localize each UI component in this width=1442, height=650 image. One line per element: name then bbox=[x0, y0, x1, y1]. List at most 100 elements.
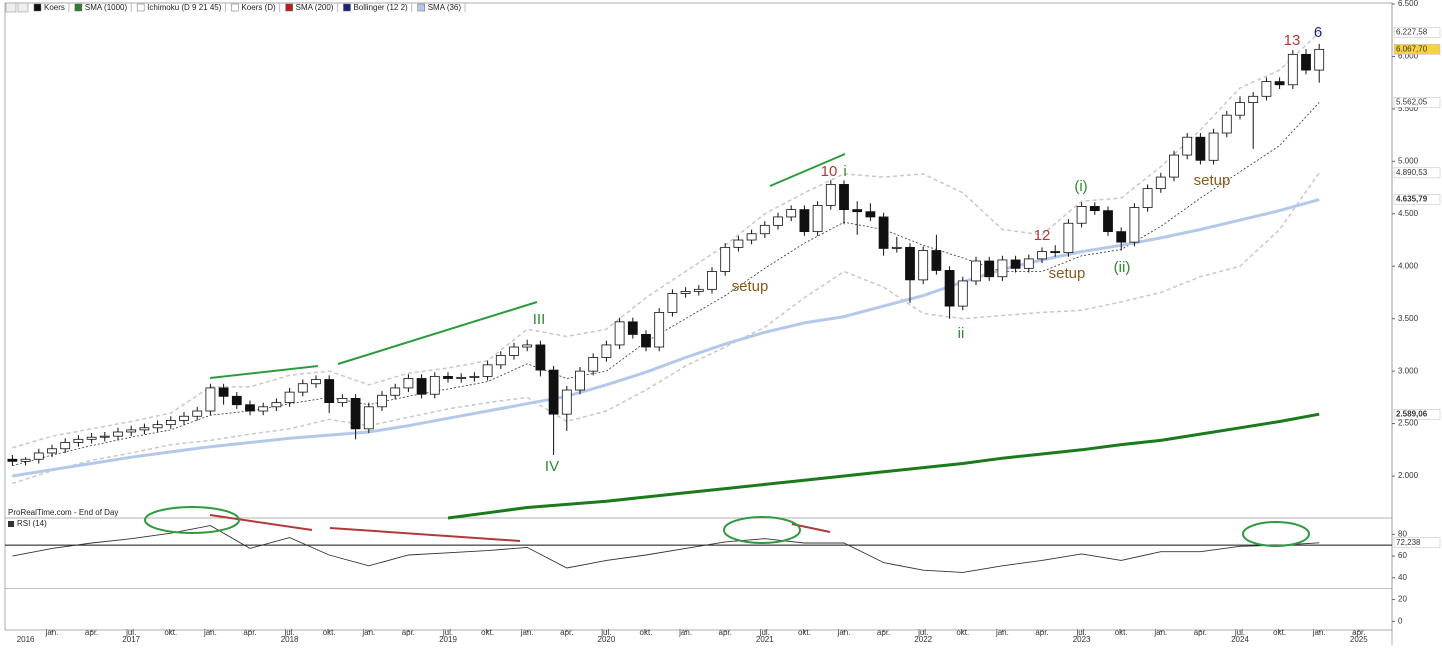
candle-body bbox=[126, 429, 137, 433]
candle-body bbox=[443, 375, 453, 379]
candle-body bbox=[495, 355, 506, 366]
candle-body bbox=[627, 321, 638, 335]
candle-body bbox=[60, 442, 71, 450]
value-box-label: 4.635,79 bbox=[1396, 195, 1428, 204]
x-tick-label: jul. bbox=[442, 628, 453, 637]
toolbar-swatch bbox=[231, 3, 239, 12]
toolbar-item[interactable]: Koers bbox=[44, 3, 65, 12]
candle-body bbox=[535, 344, 546, 371]
candle-body bbox=[429, 375, 440, 395]
annotation: setup bbox=[1049, 265, 1086, 282]
candle-body bbox=[786, 209, 797, 218]
x-tick-label: apr. bbox=[1194, 628, 1207, 637]
annotation: 12 bbox=[1034, 227, 1051, 244]
x-tick-label: okt. bbox=[164, 628, 177, 637]
x-tick-label: jul. bbox=[917, 628, 928, 637]
x-tick-label: okt. bbox=[1273, 628, 1286, 637]
toolbar-item[interactable]: SMA (1000) bbox=[85, 3, 128, 12]
annotation: 10 bbox=[821, 163, 838, 180]
candle-body bbox=[99, 435, 110, 438]
y-tick-label: 5.500 bbox=[1398, 104, 1419, 113]
toolbar-item[interactable]: Koers (D) bbox=[241, 3, 276, 12]
y-tick-label: 5.000 bbox=[1398, 156, 1419, 165]
candle-body bbox=[350, 398, 361, 430]
candle-body bbox=[667, 293, 678, 313]
toolbar-item[interactable]: Bollinger (12 2) bbox=[353, 3, 408, 12]
rsi-ellipse bbox=[1242, 521, 1310, 547]
candle-body bbox=[865, 211, 876, 218]
candle-body bbox=[957, 280, 968, 307]
candle-body bbox=[1208, 132, 1219, 161]
annotation: ii bbox=[958, 325, 965, 342]
x-year-label: 2017 bbox=[122, 635, 140, 644]
x-tick-label: apr. bbox=[85, 628, 98, 637]
toolbar-swatch bbox=[343, 3, 351, 12]
candle-body bbox=[258, 406, 269, 412]
candle-body bbox=[1169, 154, 1179, 178]
rsi-y-tick-label: 20 bbox=[1398, 595, 1407, 604]
candle-body bbox=[1116, 231, 1127, 243]
candle-body bbox=[891, 246, 902, 249]
candle-body bbox=[918, 250, 929, 281]
candle-body bbox=[575, 370, 585, 391]
candle-body bbox=[47, 448, 57, 454]
candle-body bbox=[944, 270, 955, 307]
x-tick-label: jul. bbox=[125, 628, 136, 637]
rsi-y-tick-label: 0 bbox=[1398, 616, 1403, 625]
candle-body bbox=[680, 291, 691, 294]
value-box-label: 6.227,58 bbox=[1396, 28, 1428, 37]
value-box bbox=[1393, 97, 1441, 108]
candle-body bbox=[1023, 258, 1034, 269]
x-tick-label: okt. bbox=[956, 628, 969, 637]
y-tick-label: 2.500 bbox=[1398, 419, 1419, 428]
candle-body bbox=[1142, 188, 1153, 208]
candle-body bbox=[812, 205, 823, 233]
candle-body bbox=[746, 233, 757, 241]
candle-body bbox=[377, 394, 387, 408]
candle-body bbox=[284, 391, 295, 404]
x-year-label: 2024 bbox=[1231, 635, 1249, 644]
toolbar-item[interactable]: Ichimoku (D 9 21 45) bbox=[147, 3, 222, 12]
toolbar-item[interactable]: SMA (36) bbox=[428, 3, 462, 12]
x-tick-label: okt. bbox=[1115, 628, 1128, 637]
candle-body bbox=[165, 420, 176, 426]
x-tick-label: jan. bbox=[678, 628, 692, 637]
x-tick-label: okt. bbox=[323, 628, 336, 637]
x-tick-label: jul. bbox=[1075, 628, 1086, 637]
candle-body bbox=[1221, 114, 1232, 134]
x-tick-label: apr. bbox=[1035, 628, 1048, 637]
candle-body bbox=[469, 375, 480, 378]
toolbar-swatch bbox=[285, 3, 293, 12]
candle-body bbox=[720, 246, 731, 272]
candle-body bbox=[1129, 207, 1140, 243]
value-box-label: 72,238 bbox=[1396, 538, 1421, 547]
candle-body bbox=[759, 224, 770, 235]
candle-body bbox=[1010, 259, 1021, 269]
rsi-y-tick-label: 40 bbox=[1398, 573, 1407, 582]
x-year-label: 2022 bbox=[914, 635, 932, 644]
x-tick-label: apr. bbox=[877, 628, 890, 637]
x-tick-label: apr. bbox=[560, 628, 573, 637]
x-tick-label: okt. bbox=[640, 628, 653, 637]
x-tick-label: jul. bbox=[1234, 628, 1245, 637]
trend-line bbox=[337, 301, 538, 365]
rsi-ellipse bbox=[144, 506, 240, 534]
x-year-label: 2016 bbox=[17, 635, 35, 644]
candle-body bbox=[588, 357, 599, 372]
overlays bbox=[12, 32, 1320, 520]
x-year-label: 2023 bbox=[1073, 635, 1091, 644]
toolbar-button[interactable] bbox=[5, 2, 17, 13]
toolbar-swatch bbox=[33, 3, 42, 12]
candle-body bbox=[218, 387, 229, 397]
x-tick-label: apr. bbox=[243, 628, 256, 637]
toolbar-button[interactable] bbox=[17, 2, 29, 13]
toolbar-item[interactable]: SMA (200) bbox=[296, 3, 334, 12]
candle-body bbox=[363, 406, 374, 430]
candle-body bbox=[1076, 206, 1087, 224]
value-box-label: 6.067,70 bbox=[1396, 44, 1428, 53]
candle-body bbox=[416, 378, 427, 395]
candle-body bbox=[33, 452, 44, 460]
